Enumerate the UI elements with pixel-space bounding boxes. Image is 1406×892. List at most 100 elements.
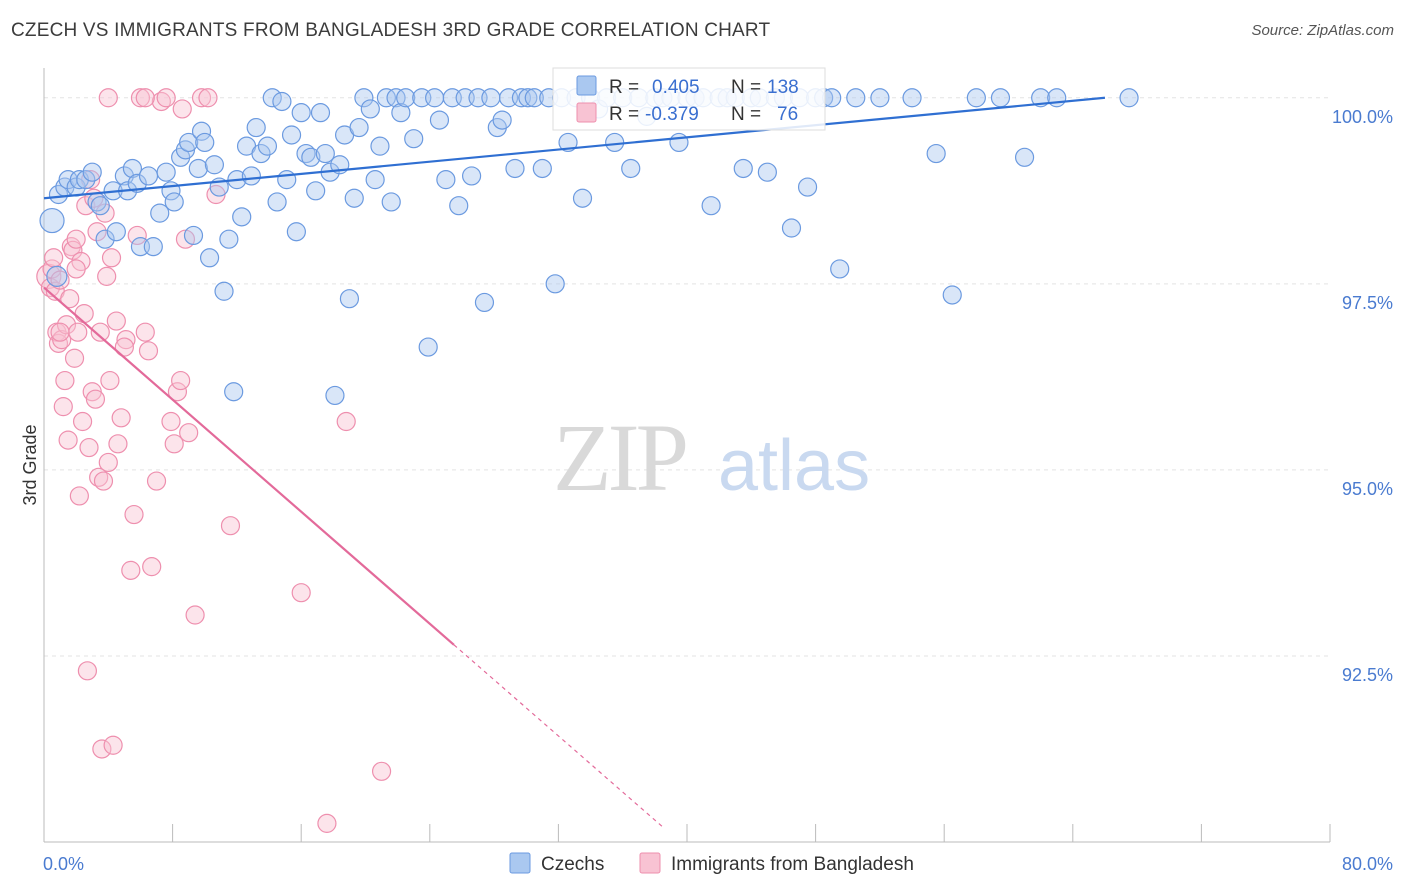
y-tick-label-1: 97.5% [1342,293,1393,313]
bangladesh-point-12 [58,430,78,450]
czech-point-70 [386,88,406,108]
czech-point-35 [214,281,234,301]
bangladesh-point-16 [64,348,85,368]
czech-point-71 [391,103,411,123]
czech-point-134 [902,88,922,108]
czech-point-95 [545,274,565,294]
bangladesh-point-22 [74,303,94,324]
czech-point-125 [781,218,802,238]
y-axis-label: 3rd Grade [20,424,40,505]
czech-point-19 [138,166,159,186]
czech-point-53 [301,147,321,167]
bangladesh-point-3 [44,248,64,268]
bangladesh-point-50 [138,341,159,361]
czech-point-97 [558,132,578,153]
bangladesh-point-9 [53,397,73,417]
czech-point-65 [360,99,380,119]
czech-point-67 [370,136,390,156]
czech-point-17 [127,173,147,193]
czech-point-49 [281,125,302,145]
bangladesh-trend-line [43,286,455,646]
czech-point-1 [46,265,68,287]
y-tick-label-2: 95.0% [1342,479,1393,499]
czech-point-72 [396,88,416,108]
czech-point-51 [291,103,311,123]
watermark: ZIP atlas [553,404,870,511]
czech-point-36 [219,229,239,249]
watermark-zip: ZIP [553,404,686,511]
bangladesh-point-19 [69,486,89,506]
czech-point-42 [246,117,266,138]
czech-point-55 [310,103,331,123]
czech-points [39,88,1139,406]
y-tick-labels: 100.0% 97.5% 95.0% 92.5% [1332,107,1393,685]
legend-r-label-bangladesh: R = [609,104,639,125]
czech-point-39 [232,207,252,227]
czech-point-50 [286,222,306,242]
bangladesh-point-66 [220,516,241,536]
czech-point-63 [349,117,369,138]
czech-point-7 [76,170,96,190]
series-legend-label-bangladesh: Immigrants from Bangladesh [671,854,914,875]
bangladesh-point-55 [161,411,181,432]
czech-point-135 [926,143,946,164]
bangladesh-point-36 [97,266,117,286]
czech-point-21 [150,203,170,223]
bangladesh-point-69 [336,411,356,432]
bangladesh-trend-extension [453,644,664,828]
czech-point-141 [1047,88,1067,108]
czech-point-133 [870,88,890,108]
czech-point-69 [381,192,401,212]
bangladesh-points [36,88,392,833]
czech-point-32 [199,248,220,268]
czech-point-0 [39,207,65,234]
bangladesh-point-33 [92,739,112,759]
bangladesh-point-56 [164,434,184,454]
czech-point-87 [492,110,512,130]
bangladesh-point-75 [50,322,70,342]
bangladesh-point-13 [60,289,80,309]
bangladesh-point-21 [72,411,93,432]
legend-r-value-czech: 0.405 [652,77,700,98]
czech-point-64 [354,88,374,108]
bangladesh-point-64 [198,88,218,108]
czech-point-37 [224,382,244,402]
czech-point-99 [572,188,593,208]
czech-point-54 [306,181,326,201]
bangladesh-point-70 [371,761,392,781]
legend-n-value-bangladesh: 76 [777,104,798,125]
bangladesh-point-52 [146,471,167,491]
bangladesh-point-73 [114,337,134,357]
bangladesh-point-18 [68,322,88,342]
bangladesh-point-38 [100,370,120,391]
chart-source: Source: ZipAtlas.com [1251,22,1394,39]
axes [43,68,1331,843]
czech-point-31 [195,132,215,153]
czech-point-77 [429,110,450,130]
czech-point-45 [262,88,282,108]
bangladesh-point-32 [90,322,110,342]
czech-point-140 [1031,88,1051,108]
stats-legend-box [552,67,826,131]
bangladesh-point-37 [98,452,118,473]
bangladesh-point-47 [127,225,147,246]
czech-point-58 [325,385,345,406]
bangladesh-point-42 [108,434,128,454]
bangladesh-point-63 [191,88,212,108]
czech-point-22 [156,162,176,182]
bangladesh-point-59 [172,99,192,119]
bangladesh-point-29 [85,389,106,409]
czech-point-20 [143,237,163,257]
czech-point-28 [183,225,204,246]
bangladesh-point-72 [135,88,155,108]
czech-point-62 [344,188,364,208]
bangladesh-point-39 [101,248,122,268]
bangladesh-point-58 [171,370,191,391]
bangladesh-point-61 [179,423,199,443]
bangladesh-point-24 [77,661,98,681]
bangladesh-point-46 [124,504,144,525]
series-legend-swatch-czech [509,852,531,874]
stats-legend: R = 0.405 N = 138 R = -0.379 N = 76 [552,67,826,131]
czech-point-10 [90,196,110,216]
czech-point-122 [757,162,777,182]
